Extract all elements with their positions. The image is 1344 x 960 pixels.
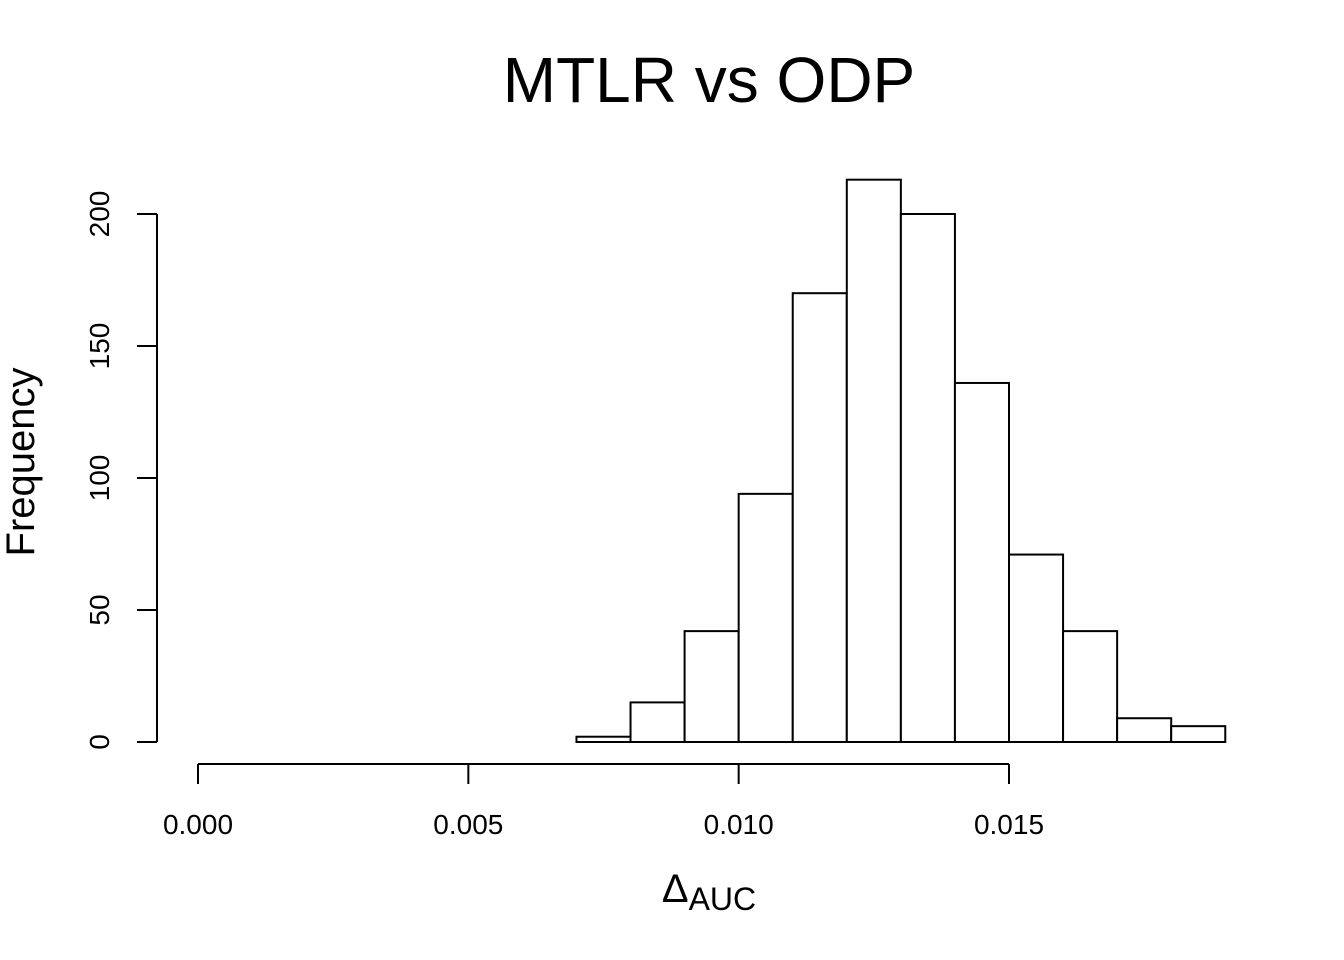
- chart-title: MTLR vs ODP: [503, 44, 915, 116]
- x-axis-label-subscript: AUC: [689, 881, 757, 917]
- histogram-bar: [629, 701, 686, 744]
- histogram-bar: [953, 381, 1011, 743]
- y-axis-label: Frequency: [0, 368, 43, 557]
- y-tick-label: 150: [84, 323, 115, 370]
- histogram-bar: [899, 213, 956, 743]
- histogram-bar: [737, 492, 794, 743]
- x-tick-label: 0.015: [974, 809, 1044, 840]
- x-axis-label: ΔAUC: [662, 867, 756, 917]
- bars-group: [575, 178, 1227, 744]
- histogram-bar: [1170, 725, 1227, 743]
- y-tick-label: 200: [84, 191, 115, 238]
- histogram-bar: [1008, 553, 1065, 743]
- x-tick-label: 0.000: [163, 809, 233, 840]
- histogram-bar: [683, 630, 740, 743]
- x-tick-label: 0.010: [704, 809, 774, 840]
- histogram-bar: [1116, 717, 1173, 743]
- histogram-bar: [791, 292, 848, 743]
- x-axis-label-main: Δ: [662, 867, 689, 911]
- y-tick-label: 50: [84, 594, 115, 625]
- x-tick-label: 0.005: [433, 809, 503, 840]
- y-tick-label: 0: [84, 734, 115, 750]
- histogram-bar: [1062, 630, 1119, 743]
- histogram-bar: [575, 735, 632, 743]
- x-axis: 0.000 0.005 0.010 0.015: [163, 763, 1044, 840]
- y-axis: 0 50 100 150 200: [84, 191, 158, 750]
- histogram-bar: [845, 178, 902, 743]
- y-tick-label: 100: [84, 455, 115, 502]
